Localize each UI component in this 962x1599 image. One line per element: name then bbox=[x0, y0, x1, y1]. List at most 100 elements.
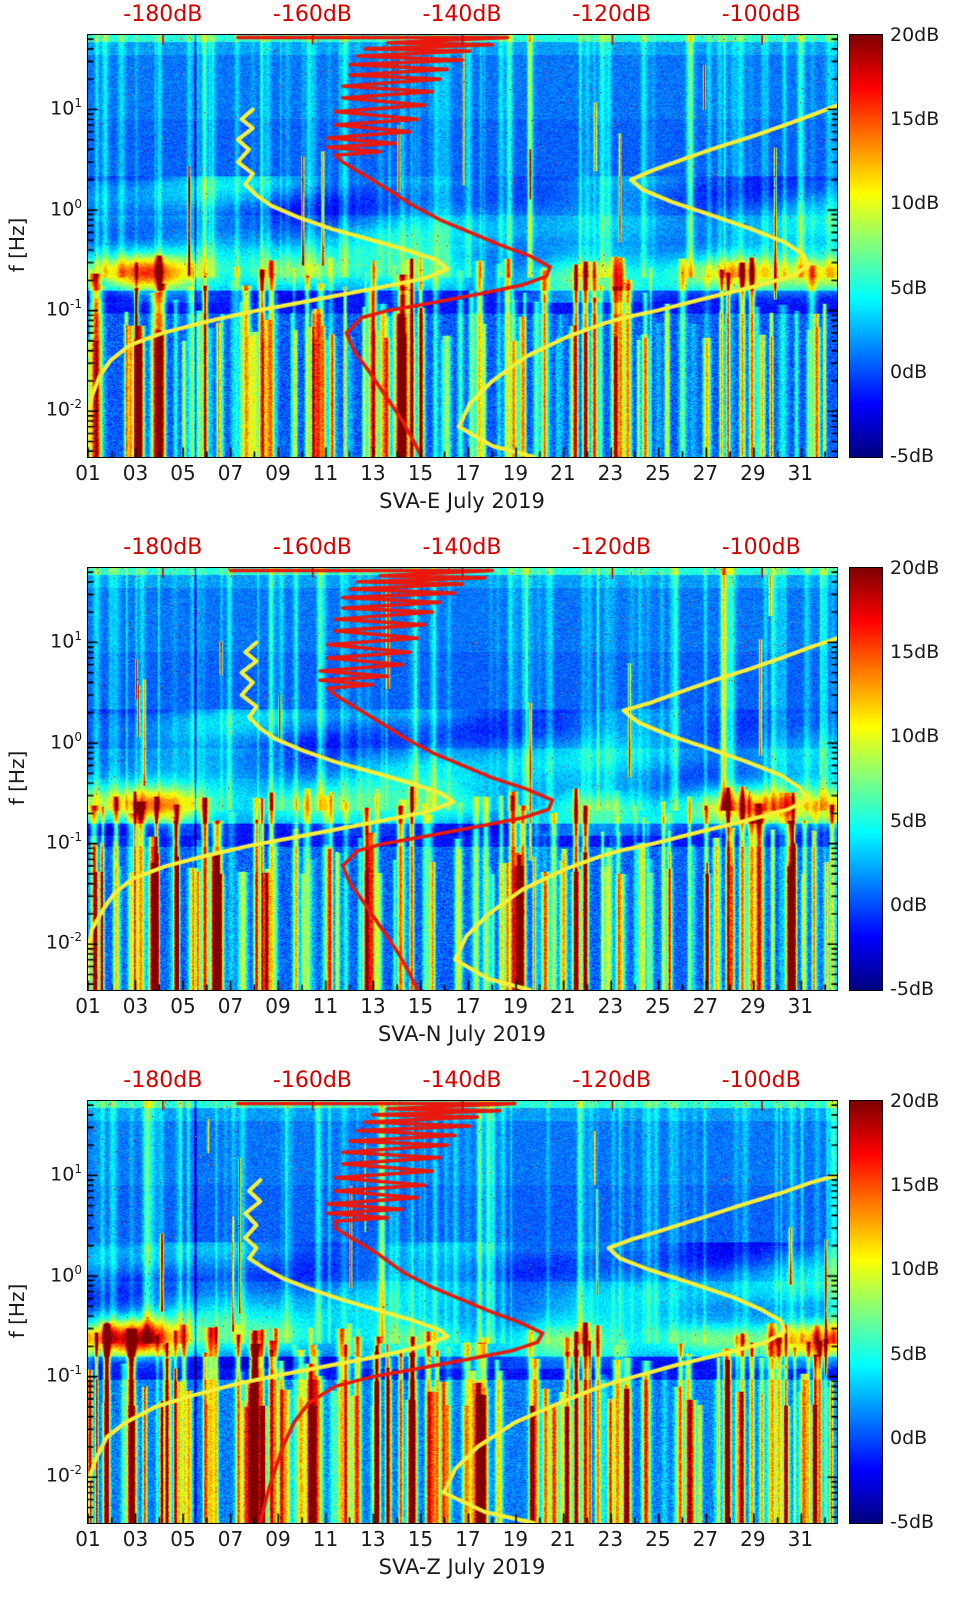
colorbar bbox=[848, 1099, 883, 1524]
top-axis-label: -160dB bbox=[272, 1068, 352, 1093]
top-axis-label: -100dB bbox=[721, 535, 801, 560]
x-tick-label: 29 bbox=[740, 994, 766, 1018]
colorbar-tick-label: 20dB bbox=[890, 24, 940, 46]
x-tick-label: 05 bbox=[170, 461, 196, 485]
colorbar-tick-label: 0dB bbox=[890, 1426, 928, 1449]
panel-sva-z: f [Hz] SVA-Z July 2019 -180dB -160dB -140d… bbox=[0, 1066, 962, 1599]
colorbar-canvas bbox=[849, 567, 882, 990]
top-axis-label: -100dB bbox=[721, 1068, 801, 1093]
colorbar-tick-label: 5dB bbox=[890, 1342, 928, 1365]
colorbar-tick-label: 0dB bbox=[890, 893, 928, 916]
top-axis-label: -180dB bbox=[123, 535, 203, 560]
colorbar-tick-label: 15dB bbox=[890, 108, 940, 131]
x-tick-label: 05 bbox=[170, 994, 196, 1018]
y-axis-label: f [Hz] bbox=[5, 750, 29, 806]
top-axis-label: -120dB bbox=[572, 2, 652, 27]
colorbar-tick-label: 20dB bbox=[890, 557, 940, 579]
x-tick-label: 17 bbox=[455, 1527, 481, 1551]
x-tick-label: 19 bbox=[502, 461, 529, 485]
x-tick-label: 23 bbox=[597, 994, 624, 1018]
x-tick-label: 01 bbox=[75, 994, 101, 1018]
top-axis-label: -160dB bbox=[272, 2, 352, 27]
x-tick-label: 19 bbox=[502, 1527, 529, 1551]
y-tick-label: 10-1 bbox=[45, 296, 82, 321]
x-tick-label: 03 bbox=[122, 994, 149, 1018]
x-tick-label: 05 bbox=[170, 1527, 196, 1551]
x-tick-label: 31 bbox=[787, 1527, 814, 1551]
x-tick-label: 23 bbox=[597, 461, 624, 485]
x-tick-label: 07 bbox=[217, 461, 244, 485]
top-axis-label: -140dB bbox=[422, 535, 502, 560]
x-tick-label: 13 bbox=[360, 461, 386, 485]
colorbar-tick-label: 0dB bbox=[890, 360, 928, 383]
x-tick-label: 31 bbox=[787, 994, 814, 1018]
x-tick-label: 09 bbox=[265, 461, 291, 485]
top-axis-label: -100dB bbox=[721, 2, 801, 27]
spectrogram-plot bbox=[86, 33, 838, 458]
colorbar-canvas bbox=[849, 34, 882, 457]
x-tick-label: 09 bbox=[265, 994, 291, 1018]
x-tick-label: 27 bbox=[692, 994, 719, 1018]
y-tick-label: 10-1 bbox=[45, 1362, 82, 1387]
x-tick-label: 29 bbox=[740, 1527, 766, 1551]
colorbar-tick-label: 5dB bbox=[890, 809, 928, 832]
colorbar-tick-label: 15dB bbox=[890, 1174, 940, 1197]
x-tick-label: 23 bbox=[597, 1527, 624, 1551]
x-tick-label: 29 bbox=[740, 461, 766, 485]
x-tick-label: 01 bbox=[75, 1527, 101, 1551]
y-tick-label: 101 bbox=[50, 96, 82, 120]
x-tick-label: 21 bbox=[550, 461, 576, 485]
x-tick-label: 19 bbox=[502, 994, 529, 1018]
x-tick-label: 11 bbox=[312, 461, 339, 485]
colorbar-tick-label: -5dB bbox=[890, 1511, 935, 1533]
y-tick-label: 10-1 bbox=[45, 829, 82, 854]
x-tick-label: 01 bbox=[75, 461, 101, 485]
x-tick-label: 27 bbox=[692, 461, 719, 485]
top-axis-label: -140dB bbox=[422, 1068, 502, 1093]
colorbar bbox=[848, 566, 883, 991]
spectrogram-plot bbox=[86, 566, 838, 991]
y-tick-label: 10-2 bbox=[45, 1463, 82, 1487]
x-tick-label: 27 bbox=[692, 1527, 719, 1551]
y-tick-label: 101 bbox=[50, 629, 82, 653]
panel-sva-e: f [Hz] SVA-E July 2019 -180dB -160dB -140d… bbox=[0, 0, 962, 533]
x-tick-label: 11 bbox=[312, 994, 339, 1018]
spectrogram-canvas bbox=[87, 1100, 837, 1523]
colorbar-tick-label: 10dB bbox=[890, 1258, 940, 1281]
top-axis-label: -140dB bbox=[422, 2, 502, 27]
colorbar bbox=[848, 33, 883, 458]
top-axis-label: -180dB bbox=[123, 2, 203, 27]
y-tick-label: 101 bbox=[50, 1162, 82, 1186]
x-tick-label: 25 bbox=[645, 461, 671, 485]
panel-title: SVA-E July 2019 bbox=[379, 489, 545, 513]
colorbar-tick-label: 10dB bbox=[890, 192, 940, 215]
colorbar-tick-label: 15dB bbox=[890, 641, 940, 664]
x-tick-label: 25 bbox=[645, 1527, 671, 1551]
x-tick-label: 21 bbox=[550, 994, 576, 1018]
y-tick-label: 10-2 bbox=[45, 397, 82, 421]
x-tick-label: 13 bbox=[360, 1527, 386, 1551]
x-tick-label: 07 bbox=[217, 1527, 244, 1551]
panel-title: SVA-Z July 2019 bbox=[378, 1555, 546, 1579]
colorbar-tick-label: -5dB bbox=[890, 445, 935, 467]
colorbar-tick-label: 10dB bbox=[890, 725, 940, 748]
spectrogram-plot bbox=[86, 1099, 838, 1524]
y-tick-label: 100 bbox=[50, 1262, 82, 1286]
colorbar-canvas bbox=[849, 1100, 882, 1523]
y-axis-label: f [Hz] bbox=[5, 217, 29, 273]
y-tick-label: 100 bbox=[50, 729, 82, 753]
y-axis-label: f [Hz] bbox=[5, 1283, 29, 1339]
panel-title: SVA-N July 2019 bbox=[377, 1022, 547, 1046]
x-tick-label: 31 bbox=[787, 461, 814, 485]
x-tick-label: 09 bbox=[265, 1527, 291, 1551]
x-tick-label: 15 bbox=[407, 1527, 434, 1551]
x-tick-label: 15 bbox=[407, 461, 434, 485]
y-tick-label: 10-2 bbox=[45, 930, 82, 954]
colorbar-tick-label: 20dB bbox=[890, 1090, 940, 1112]
top-axis-label: -160dB bbox=[272, 535, 352, 560]
panel-sva-n: f [Hz] SVA-N July 2019 -180dB -160dB -140d… bbox=[0, 533, 962, 1066]
x-tick-label: 17 bbox=[455, 461, 481, 485]
x-tick-label: 13 bbox=[360, 994, 386, 1018]
top-axis-label: -120dB bbox=[572, 535, 652, 560]
